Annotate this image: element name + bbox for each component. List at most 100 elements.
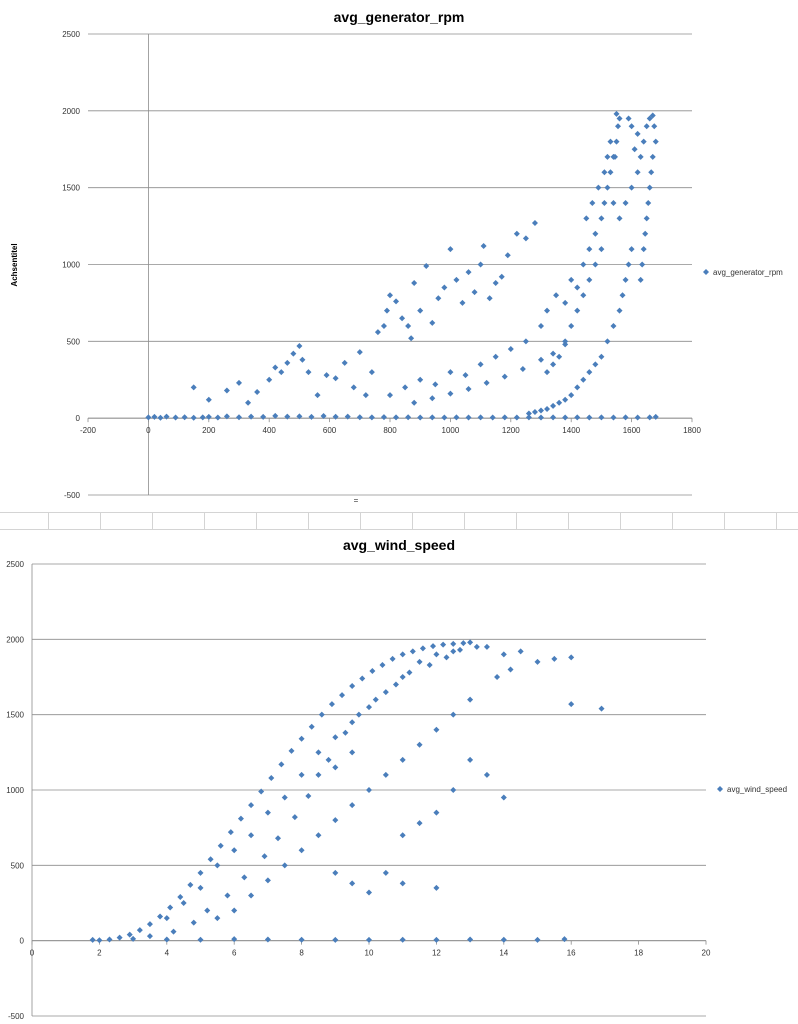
data-point <box>349 802 356 809</box>
data-point <box>471 289 478 296</box>
data-point <box>320 413 327 420</box>
data-point <box>416 658 423 665</box>
data-point <box>223 387 230 394</box>
data-point <box>248 892 255 899</box>
x-tick-label: 6 <box>232 949 237 958</box>
data-point <box>561 936 568 943</box>
data-point <box>467 936 474 943</box>
data-point <box>366 889 372 896</box>
legend-label: avg_wind_speed <box>727 785 787 794</box>
data-point <box>568 701 575 708</box>
x-tick-label: 0 <box>146 426 151 435</box>
x-tick-label: 1800 <box>683 426 701 435</box>
data-point <box>538 322 544 329</box>
data-point <box>199 414 206 421</box>
data-point <box>380 322 387 329</box>
data-point <box>328 701 335 708</box>
data-point <box>649 112 656 119</box>
sheet-cell-divider <box>204 513 205 529</box>
sheet-cell-divider <box>464 513 465 529</box>
sheet-cell-divider <box>360 513 361 529</box>
y-axis-title: Achsentitel <box>10 243 19 286</box>
data-point <box>236 379 242 386</box>
data-point <box>264 936 271 943</box>
data-point <box>580 261 587 268</box>
legend-label: avg_generator_rpm <box>713 268 783 277</box>
data-point <box>214 414 221 421</box>
data-point <box>298 771 305 778</box>
chart-avg-wind-speed-svg: avg_wind_speed -500 0 500 1000 1500 2000 2500 0… <box>6 537 787 1021</box>
data-point <box>359 675 366 682</box>
data-point <box>483 379 490 386</box>
data-point <box>190 919 197 926</box>
data-point <box>522 235 529 242</box>
data-point <box>190 414 197 421</box>
x-tick-label: 2 <box>97 949 102 958</box>
data-point <box>453 276 460 283</box>
chart-title: avg_wind_speed <box>343 537 455 553</box>
data-point <box>489 414 496 421</box>
x-tick-label: 800 <box>383 426 397 435</box>
y-tick-label: 1000 <box>6 786 24 795</box>
data-point <box>266 376 273 383</box>
data-point <box>258 788 265 795</box>
data-point <box>406 669 413 676</box>
data-point <box>592 261 599 268</box>
data-point <box>460 640 467 647</box>
data-point <box>181 414 188 421</box>
data-point <box>290 350 297 357</box>
data-point <box>411 279 418 286</box>
data-point <box>498 273 505 280</box>
data-point <box>450 787 457 793</box>
data-point <box>379 661 386 668</box>
data-point <box>207 856 214 863</box>
data-point <box>646 184 653 191</box>
data-point <box>544 369 551 376</box>
data-point <box>332 734 339 741</box>
data-point <box>433 936 440 943</box>
data-point <box>308 723 315 730</box>
data-point <box>369 667 376 674</box>
data-point <box>387 292 393 299</box>
data-point <box>392 681 399 688</box>
data-point <box>643 123 650 130</box>
data-point <box>177 893 184 900</box>
data-point <box>631 146 638 153</box>
y-tick-label: -500 <box>8 1012 25 1021</box>
data-point <box>507 666 514 673</box>
data-point <box>362 392 369 399</box>
data-point <box>517 648 524 655</box>
data-point <box>622 414 629 421</box>
data-point <box>89 936 96 943</box>
data-point <box>157 414 164 421</box>
data-point <box>323 372 330 379</box>
data-point <box>637 153 644 160</box>
data-point <box>416 741 423 748</box>
data-point <box>453 414 460 421</box>
data-point <box>500 651 507 658</box>
data-point <box>651 123 658 130</box>
data-point <box>299 356 306 363</box>
data-point <box>625 261 632 268</box>
data-point <box>399 936 406 943</box>
data-point <box>601 200 608 207</box>
sheet-cell-divider <box>308 513 309 529</box>
data-point <box>465 385 472 392</box>
data-point <box>467 756 474 763</box>
data-point <box>130 935 137 942</box>
data-point <box>342 729 349 736</box>
data-point <box>224 892 231 899</box>
data-point <box>106 936 113 943</box>
data-point <box>450 648 457 655</box>
data-point <box>634 169 641 176</box>
data-point <box>544 307 551 314</box>
data-point <box>645 200 652 207</box>
data-point <box>417 414 424 421</box>
x-tick-label: 1400 <box>562 426 580 435</box>
data-point <box>598 246 605 253</box>
data-point <box>281 794 288 801</box>
data-point <box>433 651 440 658</box>
data-point <box>544 405 551 412</box>
data-point <box>341 359 348 366</box>
data-point <box>416 820 423 827</box>
